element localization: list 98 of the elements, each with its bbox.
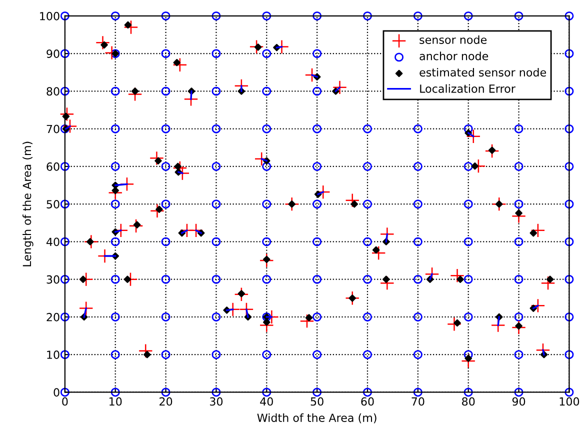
point <box>238 290 246 298</box>
point <box>133 221 141 228</box>
point <box>100 41 108 49</box>
y-tick-label: 100 <box>40 12 60 20</box>
point <box>124 20 138 34</box>
point <box>86 238 94 246</box>
x-tick-label: 70 <box>412 397 424 406</box>
point <box>371 246 386 260</box>
x-tick-label: 10 <box>110 397 122 406</box>
point <box>345 193 360 208</box>
point <box>495 200 503 208</box>
y-axis-title: Length of the Area (m) <box>22 142 34 266</box>
y-tick-label: 10 <box>47 350 60 359</box>
legend-label: Localization Error <box>420 84 516 93</box>
y-tick-label: 40 <box>46 238 60 246</box>
y-tick-label: 90 <box>46 50 60 58</box>
point <box>112 186 120 194</box>
point <box>104 46 120 60</box>
point <box>234 287 249 302</box>
x-tick-label: 90 <box>512 397 526 406</box>
y-tick-label: 60 <box>46 162 60 171</box>
point <box>471 162 479 170</box>
point <box>120 176 134 192</box>
point <box>454 319 461 327</box>
point <box>173 58 181 66</box>
point <box>515 322 522 330</box>
x-tick-label: 50 <box>310 397 324 406</box>
point <box>380 276 394 290</box>
point <box>461 354 476 368</box>
point <box>515 209 522 217</box>
point <box>305 314 313 322</box>
point <box>447 316 462 332</box>
point <box>263 318 270 326</box>
legend-label: anchor node <box>420 52 488 60</box>
point <box>512 320 526 335</box>
y-tick-label: 20 <box>46 312 60 322</box>
point <box>78 301 94 316</box>
point <box>300 314 314 328</box>
point <box>263 256 270 264</box>
point <box>239 302 254 317</box>
point <box>124 276 132 283</box>
point <box>96 35 110 50</box>
point <box>172 160 188 176</box>
point <box>530 298 546 313</box>
point <box>154 157 162 164</box>
point <box>128 218 144 234</box>
point <box>348 294 356 302</box>
point <box>131 88 139 95</box>
point <box>84 234 98 249</box>
point <box>249 40 264 54</box>
point <box>60 106 74 122</box>
point <box>174 162 182 170</box>
x-tick-label: 80 <box>462 397 475 406</box>
point <box>530 229 538 237</box>
y-tick-label: 80 <box>46 87 60 96</box>
point <box>79 276 87 283</box>
point <box>466 129 481 144</box>
point <box>492 196 506 212</box>
point <box>382 276 390 283</box>
x-axis-title: Width of the Area (m) <box>257 413 376 424</box>
point <box>172 58 188 72</box>
x-tick-label: 20 <box>160 397 172 406</box>
point <box>488 146 496 154</box>
y-tick-label: 50 <box>46 200 60 208</box>
point <box>350 200 358 208</box>
point <box>150 204 164 218</box>
point <box>62 112 70 120</box>
point <box>450 268 464 283</box>
point <box>188 223 204 238</box>
point <box>484 144 500 158</box>
point <box>150 150 164 166</box>
point <box>490 318 506 332</box>
x-tick-label: 0 <box>62 397 68 406</box>
point <box>124 21 132 29</box>
x-tick-label: 60 <box>361 397 374 406</box>
x-tick-label: 30 <box>210 397 223 406</box>
point <box>259 253 274 268</box>
point <box>143 350 151 358</box>
y-tick-label: 70 <box>46 124 60 134</box>
point <box>254 44 262 51</box>
x-tick-label: 100 <box>560 397 580 406</box>
point <box>288 200 296 208</box>
point <box>332 80 347 95</box>
point <box>530 223 546 238</box>
point <box>372 246 380 254</box>
point <box>546 276 554 283</box>
x-tick-label: 40 <box>260 397 273 406</box>
point <box>540 276 556 290</box>
y-tick-label: 0 <box>54 388 60 397</box>
legend-label: sensor node <box>420 35 487 44</box>
point <box>62 118 78 134</box>
point <box>456 276 464 283</box>
y-tick-label: 30 <box>46 275 60 284</box>
point <box>138 344 153 358</box>
point <box>156 206 163 213</box>
point <box>464 354 472 362</box>
legend-label: estimated sensor node <box>420 68 546 77</box>
point <box>380 226 394 242</box>
